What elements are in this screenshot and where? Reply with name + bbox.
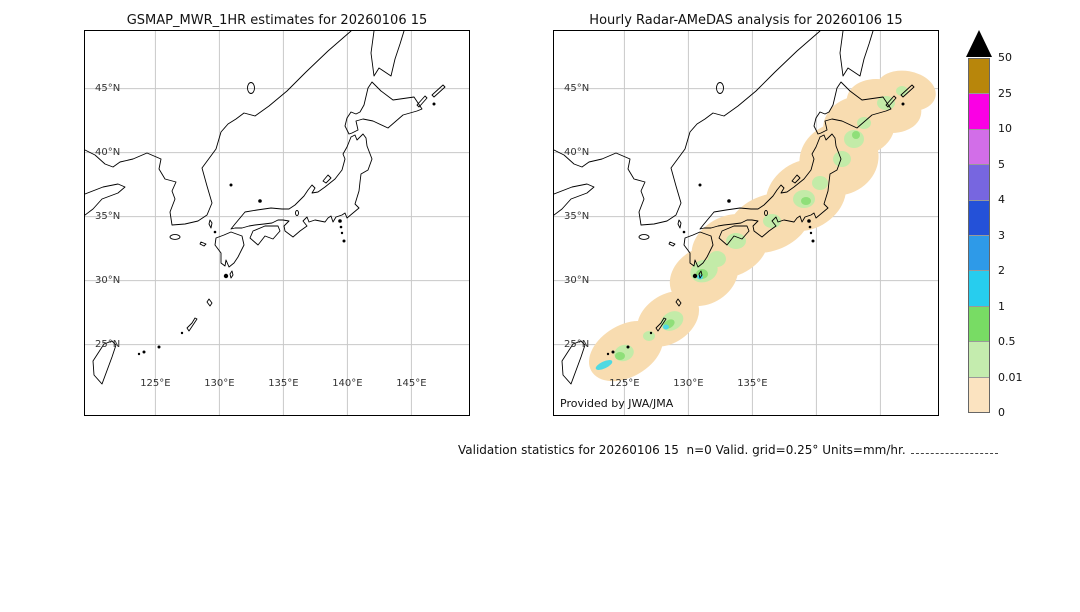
colorbar-block	[969, 377, 989, 413]
precip-cell-level-1	[833, 151, 851, 167]
lon-tick-label: 130°E	[673, 378, 704, 389]
colorbar-tick-label: 5	[998, 157, 1005, 171]
lon-tick-label: 140°E	[332, 378, 363, 389]
colorbar-tick-label: 0	[998, 406, 1005, 419]
precip-cell-level-1	[812, 176, 828, 190]
lat-tick-label: 35°N	[95, 210, 121, 222]
lon-tick-label: 130°E	[204, 378, 235, 389]
precipitation-shading	[589, 70, 936, 382]
colorbar-tick-label: 50	[998, 51, 1012, 64]
precip-cell-level-2	[852, 131, 860, 139]
radar-amedas-map: Provided by JWA/JMA 45°N 40°N 35°N 30°N 25°N…	[553, 30, 939, 416]
colorbar-block	[969, 271, 989, 307]
colorbar-tick-label: 10	[998, 122, 1012, 135]
data-credit: Provided by JWA/JMA	[560, 397, 674, 410]
colorbar-tick-label: 2	[998, 264, 1005, 277]
japan-coastline	[85, 31, 446, 385]
lon-tick-label: 135°E	[737, 378, 768, 389]
lat-tick-label: 30°N	[95, 274, 121, 286]
precip-cell-level-1	[708, 251, 726, 267]
colorbar-block	[969, 129, 989, 166]
colorbar-overflow-arrow-icon	[966, 30, 992, 57]
colorbar-block	[969, 200, 989, 237]
precip-cell-level-2	[801, 197, 811, 205]
colorbar-block	[969, 236, 989, 272]
colorbar-tick-label: 1	[998, 299, 1005, 313]
precip-cell-level-1	[643, 331, 655, 341]
lat-tick-label: 45°N	[95, 82, 121, 94]
grid-lines	[85, 31, 469, 415]
lat-tick-label: 40°N	[95, 146, 121, 158]
colorbar-tick-label: 0.01	[998, 370, 1023, 384]
colorbar-tick-label: 4	[998, 193, 1005, 206]
caption: Validation statistics for 20260106 15 n=…	[458, 443, 998, 457]
precip-cell-level-3	[663, 324, 669, 330]
lat-tick-label: 25°N	[95, 338, 121, 350]
colorbar-block	[969, 165, 989, 201]
precip-colorbar: 50 25 10 5 4 3 2 1 0.5 0.01 0	[966, 30, 1056, 430]
lat-tick-label: 45°N	[564, 82, 590, 94]
radar-panel-title: Hourly Radar-AMeDAS analysis for 2026010…	[589, 13, 903, 28]
lat-tick-label: 30°N	[564, 274, 590, 286]
gsmap-panel-title: GSMAP_MWR_1HR estimates for 20260106 15	[126, 13, 428, 28]
gsmap-map-canvas	[85, 31, 469, 415]
caption-dashed-rule	[910, 453, 998, 454]
lon-tick-label: 125°E	[140, 378, 171, 389]
colorbar-block	[969, 306, 989, 343]
precip-cell-level-1	[896, 86, 908, 96]
colorbar-block	[969, 59, 989, 95]
colorbar-tick-label: 3	[998, 228, 1005, 242]
lon-tick-label: 135°E	[268, 378, 299, 389]
lat-tick-label: 35°N	[564, 210, 590, 222]
colorbar-tick-label: 0.5	[998, 335, 1016, 348]
radar-map-canvas	[554, 31, 938, 415]
colorbar-block	[969, 342, 989, 378]
caption-text: Validation statistics for 20260106 15 n=…	[458, 443, 906, 457]
lat-tick-label: 25°N	[564, 338, 590, 350]
colorbar-block	[969, 94, 989, 130]
gsmap-estimates-map: 45°N 40°N 35°N 30°N 25°N 125°E 130°E 135°E 140°E…	[84, 30, 470, 416]
lon-tick-label: 145°E	[396, 378, 427, 389]
precip-cell-level-1	[857, 117, 871, 129]
lat-tick-label: 40°N	[564, 146, 590, 158]
colorbar-tick-label: 25	[998, 86, 1012, 100]
colorbar-scale	[968, 58, 990, 413]
precip-cell-level-2	[615, 352, 625, 360]
precip-cell-level-3	[595, 360, 613, 370]
precip-cell-level-1	[726, 233, 746, 249]
lon-tick-label: 125°E	[609, 378, 640, 389]
